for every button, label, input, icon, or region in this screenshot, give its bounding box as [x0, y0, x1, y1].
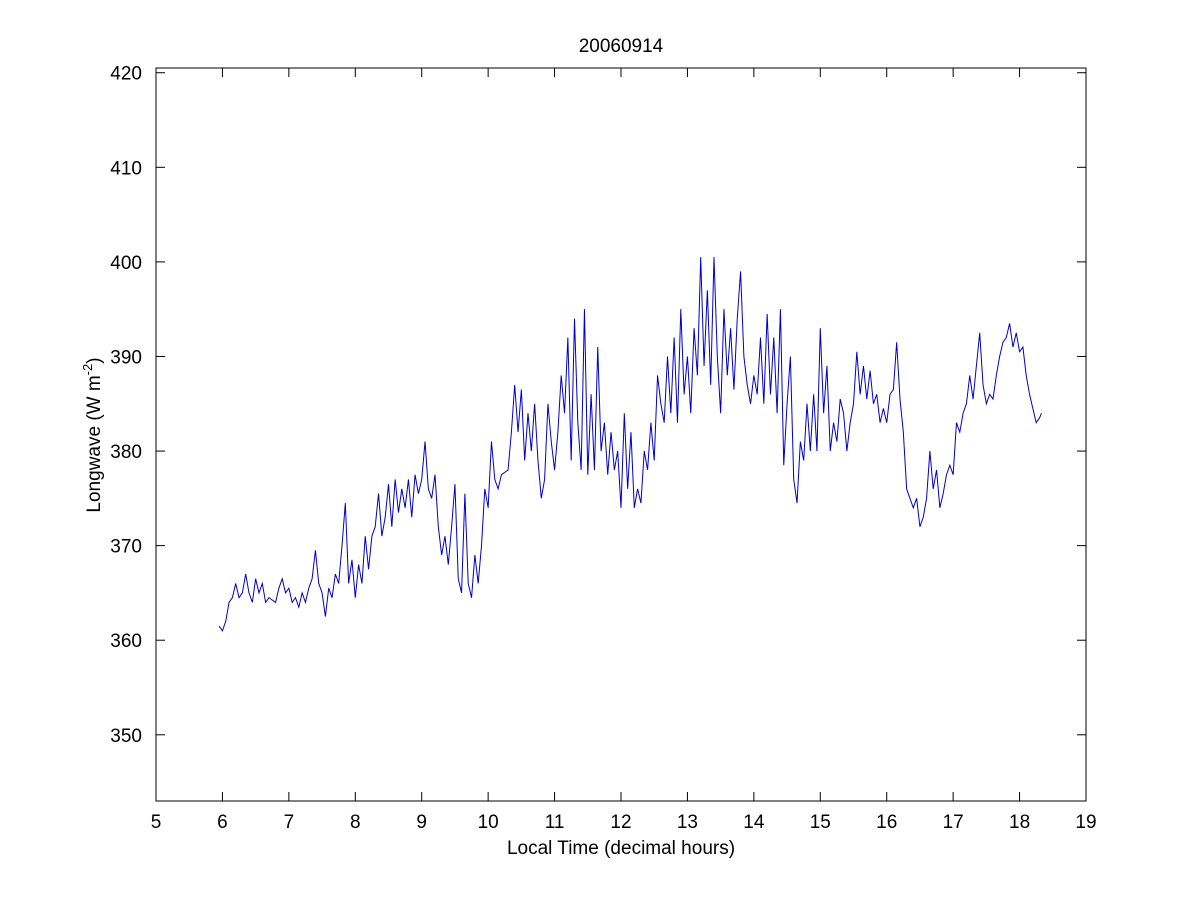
y-tick-label: 410	[110, 158, 142, 179]
x-tick-label: 16	[876, 812, 897, 833]
y-axis-label: Longwave (W m-2)	[80, 357, 105, 512]
y-label-suffix: )	[84, 357, 105, 363]
y-tick-label: 360	[110, 631, 142, 652]
x-tick-label: 17	[943, 812, 964, 833]
chart-title: 20060914	[579, 36, 664, 57]
y-tick-label: 420	[110, 64, 142, 85]
y-tick-label: 380	[110, 442, 142, 463]
x-tick-label: 6	[217, 812, 228, 833]
x-tick-label: 8	[350, 812, 361, 833]
y-tick-label: 400	[110, 253, 142, 274]
x-axis-label: Local Time (decimal hours)	[507, 838, 735, 859]
x-tick-label: 13	[677, 812, 698, 833]
x-tick-label: 5	[151, 812, 162, 833]
y-label-superscript: -2	[80, 364, 95, 376]
y-tick-label: 350	[110, 726, 142, 747]
x-tick-label: 10	[478, 812, 499, 833]
x-tick-label: 7	[284, 812, 295, 833]
x-tick-label: 9	[416, 812, 427, 833]
plot-area	[155, 67, 1087, 802]
y-label-text: Longwave (W m	[84, 375, 105, 512]
x-tick-label: 14	[743, 812, 765, 833]
y-tick-label: 370	[110, 537, 142, 558]
y-tick-label: 390	[110, 347, 142, 368]
x-tick-label: 11	[545, 812, 565, 833]
data-line	[218, 257, 1042, 632]
x-tick-label: 15	[810, 812, 831, 833]
x-tick-label: 18	[1009, 812, 1030, 833]
x-tick-label: 12	[610, 812, 631, 833]
x-tick-label: 19	[1075, 812, 1096, 833]
